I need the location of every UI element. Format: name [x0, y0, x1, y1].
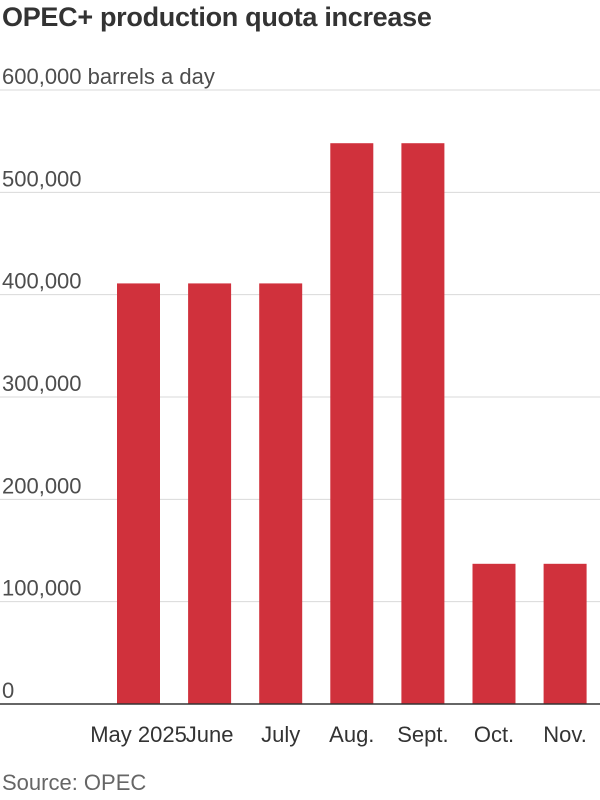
x-category-label: Oct. [474, 722, 514, 747]
bar [259, 283, 303, 704]
source-note: Source: OPEC [2, 770, 147, 795]
x-category-label: June [186, 722, 234, 747]
x-category-label: July [261, 722, 300, 747]
y-tick-label: 0 [2, 678, 14, 703]
y-tick-label: 400,000 [2, 269, 82, 294]
y-tick-label: 300,000 [2, 371, 82, 396]
y-tick-label: 100,000 [2, 576, 82, 601]
bar [543, 563, 587, 704]
x-category-label: Sept. [397, 722, 448, 747]
bar [188, 283, 232, 704]
bar [117, 283, 160, 704]
bar [472, 563, 516, 704]
y-tick-label: 500,000 [2, 166, 82, 191]
x-category-label: Aug. [329, 722, 374, 747]
x-category-label: Nov. [543, 722, 587, 747]
bar [401, 143, 445, 705]
y-tick-label: 600,000 barrels a day [2, 64, 215, 89]
chart-title: OPEC+ production quota increase [2, 2, 432, 32]
x-category-label: May 2025 [90, 722, 187, 747]
bar [330, 143, 374, 705]
y-tick-label: 200,000 [2, 473, 82, 498]
bars [117, 143, 587, 705]
y-axis-tick-labels: 0 100,000 200,000 300,000 400,000 500,000 600,… [2, 64, 215, 703]
